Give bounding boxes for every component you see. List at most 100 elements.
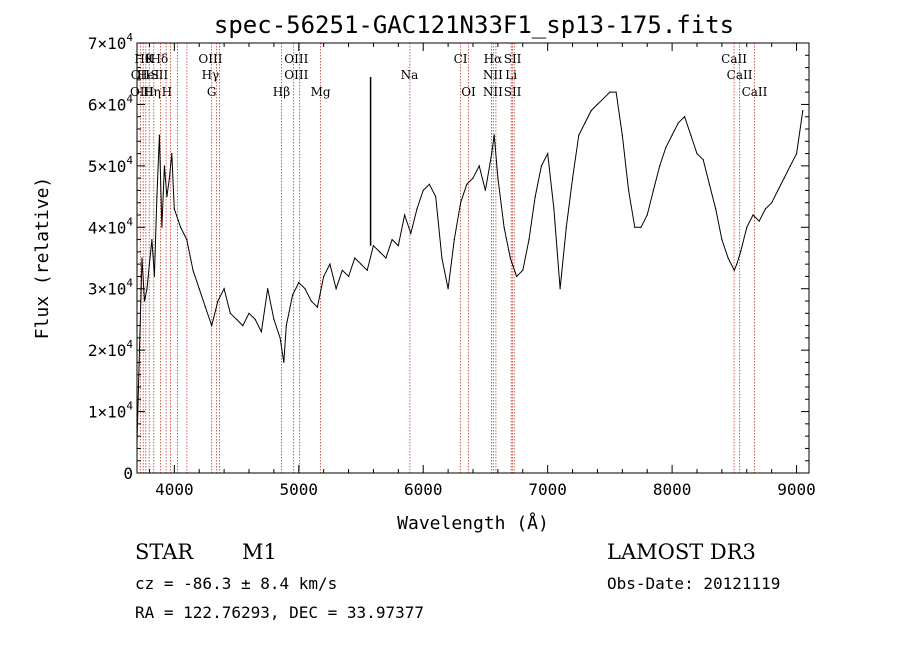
data-point [158,134,160,136]
y-tick-label: 5×104 [88,154,134,176]
data-point [690,134,692,136]
data-point [171,153,173,155]
data-point [758,220,760,222]
data-point [789,165,791,167]
data-point [578,134,580,136]
observation-date: Obs-Date: 20121119 [607,574,781,593]
data-point [764,208,767,210]
data-point [565,226,567,228]
data-point [316,306,318,308]
data-point [441,257,443,259]
x-tick-label: 8000 [653,480,692,499]
line-label-Hα: Hα [484,52,503,66]
x-axis-label: Wavelength (Å) [397,512,549,534]
data-point [273,318,275,320]
data-point [603,97,605,99]
y-tick-label: 7×104 [88,31,134,53]
data-point [173,208,175,210]
data-point [143,300,146,302]
line-label-SII: SII [504,85,522,99]
data-point [166,196,168,198]
line-label-Na: Na [401,68,419,82]
data-point [260,331,262,333]
data-point [348,275,350,277]
data-point [746,226,748,228]
line-label-G: G [207,85,217,99]
data-point [472,177,474,179]
y-tick-label: 2×104 [88,338,134,360]
data-point [422,189,424,191]
data-point [684,116,686,118]
data-point [777,189,779,191]
data-point [702,159,704,161]
data-point [360,263,362,265]
data-point [298,282,300,284]
data-point [771,202,773,204]
data-point [652,189,655,191]
data-point [665,146,667,148]
data-point [242,325,244,327]
line-label-OIII: OIII [130,85,154,99]
spectrum-series [136,77,804,443]
data-point [609,91,611,93]
line-label-CaII: CaII [721,52,747,66]
data-point [304,288,306,290]
data-point [292,294,294,296]
data-point [279,337,281,339]
survey-name: LAMOST DR3 [607,540,756,564]
data-point [460,202,462,204]
data-point [572,177,574,179]
data-point [509,257,511,259]
line-label-Li: Li [505,68,517,82]
data-point [329,263,331,265]
data-point [267,288,269,290]
data-point [696,153,698,155]
data-point [428,183,430,185]
data-point [453,239,455,241]
data-point [634,226,636,228]
data-point [516,275,518,277]
data-point [186,239,188,241]
line-label-OIII: OIII [198,52,222,66]
data-point [478,165,480,167]
plot-frame [136,42,810,474]
data-point [615,91,617,93]
x-tick-label: 7000 [528,480,567,499]
line-label-Hβ: Hβ [273,85,290,99]
line-label-OIII: OIII [284,68,308,82]
data-point [740,251,742,253]
line-label-Hγ: Hγ [202,68,220,82]
data-point [628,189,630,191]
data-point [497,177,499,179]
data-point [596,103,599,105]
data-point [522,269,524,271]
y-tick-label: 6×104 [88,92,134,114]
data-point [590,110,592,112]
line-label-NII: NII [483,85,503,99]
line-label-Hθ: Hθ [134,52,152,66]
data-point [354,257,356,259]
line-label-OII: OII [131,68,151,82]
data-point [727,257,729,259]
line-label-SII: SII [504,52,522,66]
data-point [148,263,150,265]
data-point [484,189,486,191]
data-point [733,269,735,271]
data-point [341,269,343,271]
data-point [192,269,194,271]
data-point [621,134,623,136]
data-point [677,122,679,124]
data-point [223,288,225,290]
data-point [503,226,505,228]
line-label-CaII: CaII [742,85,768,99]
line-label-CI: CI [454,52,468,66]
data-point [410,232,412,234]
chart-title: spec-56251-GAC121N33F1_sp13-175.fits [214,11,734,39]
data-point [236,318,238,320]
data-point [198,288,200,290]
data-point [493,134,495,136]
data-point [491,153,493,155]
x-tick-label: 9000 [777,480,816,499]
